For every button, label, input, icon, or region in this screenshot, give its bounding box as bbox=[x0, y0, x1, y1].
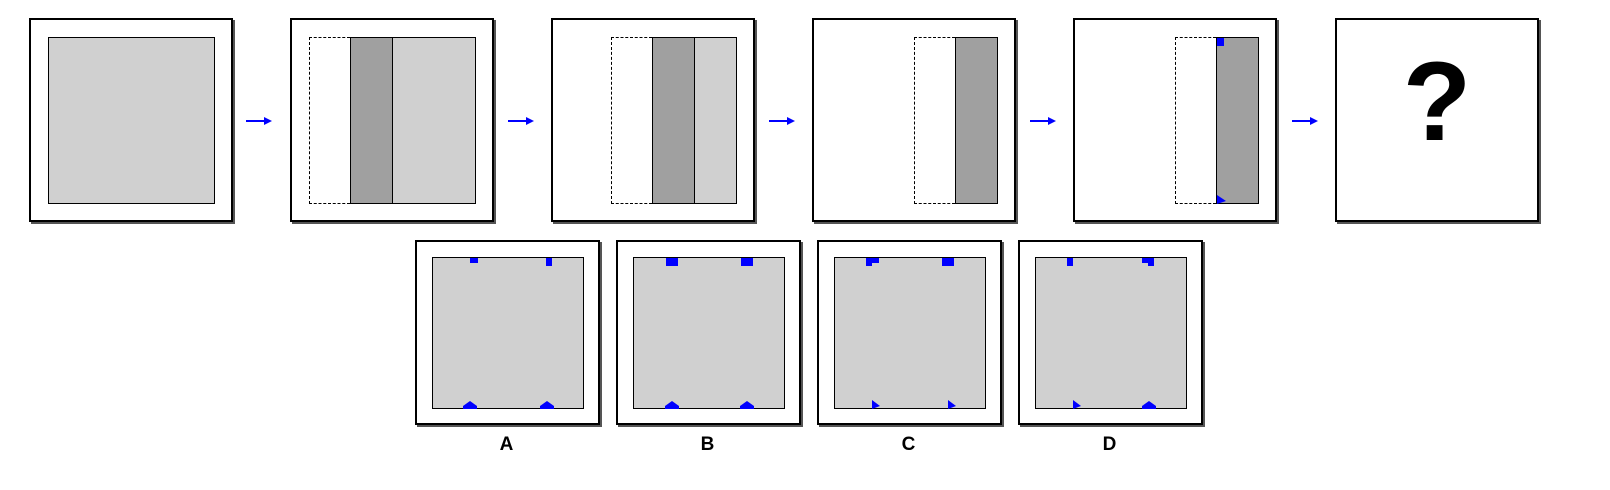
punch-hole-triangle-icon bbox=[740, 401, 754, 409]
unfolded-paper bbox=[1035, 257, 1187, 409]
arrow-right-icon bbox=[508, 117, 534, 125]
punch-hole-square-icon bbox=[546, 258, 552, 266]
step-4-panel bbox=[812, 18, 1016, 222]
step-2-panel bbox=[290, 18, 494, 222]
option-c[interactable] bbox=[817, 240, 1002, 425]
punch-hole-triangle-icon bbox=[665, 401, 679, 409]
arrow-right-icon bbox=[769, 117, 795, 125]
punch-hole-triangle-icon bbox=[1217, 195, 1226, 204]
punch-hole-square-icon bbox=[866, 258, 879, 263]
punch-hole-square-icon bbox=[866, 258, 872, 266]
folded-away-outline bbox=[611, 37, 652, 204]
arrow-right-icon bbox=[1030, 117, 1056, 125]
paper-folded bbox=[1216, 37, 1259, 204]
punch-hole-triangle-icon bbox=[872, 400, 880, 409]
option-d-label: D bbox=[1102, 434, 1117, 455]
paper-square bbox=[48, 37, 215, 204]
punch-hole-square-icon bbox=[1217, 38, 1224, 46]
punch-hole-triangle-icon bbox=[540, 401, 554, 409]
step-1-panel bbox=[29, 18, 233, 222]
paper-folded bbox=[652, 37, 737, 204]
punch-hole-square-icon bbox=[741, 258, 753, 266]
paper-folded bbox=[350, 37, 476, 204]
option-d[interactable] bbox=[1018, 240, 1203, 425]
folded-flap bbox=[351, 38, 393, 203]
paper-folded bbox=[955, 37, 998, 204]
question-mark: ? bbox=[1402, 39, 1472, 164]
folded-away-outline bbox=[914, 37, 955, 204]
unfolded-paper bbox=[834, 257, 986, 409]
option-a-label: A bbox=[499, 434, 514, 455]
unfolded-paper bbox=[633, 257, 785, 409]
punch-hole-triangle-icon bbox=[948, 400, 956, 409]
folded-flap bbox=[653, 38, 695, 203]
punch-hole-square-icon bbox=[942, 258, 954, 266]
unfolded-paper bbox=[432, 257, 584, 409]
arrow-right-icon bbox=[1292, 117, 1318, 125]
step-5-panel bbox=[1073, 18, 1277, 222]
punch-hole-triangle-icon bbox=[1073, 400, 1081, 409]
punch-hole-square-icon bbox=[1148, 258, 1154, 266]
arrow-right-icon bbox=[246, 117, 272, 125]
option-b[interactable] bbox=[616, 240, 801, 425]
question-panel: ? bbox=[1335, 18, 1539, 222]
punch-hole-square-icon bbox=[470, 258, 478, 263]
option-a[interactable] bbox=[415, 240, 600, 425]
punch-hole-triangle-icon bbox=[463, 401, 477, 409]
folded-away-outline bbox=[309, 37, 350, 204]
step-3-panel bbox=[551, 18, 755, 222]
punch-hole-square-icon bbox=[666, 258, 678, 266]
punch-hole-square-icon bbox=[1067, 258, 1073, 266]
option-b-label: B bbox=[700, 434, 715, 455]
option-c-label: C bbox=[901, 434, 916, 455]
punch-hole-triangle-icon bbox=[1142, 401, 1156, 409]
folded-away-outline bbox=[1175, 37, 1216, 204]
